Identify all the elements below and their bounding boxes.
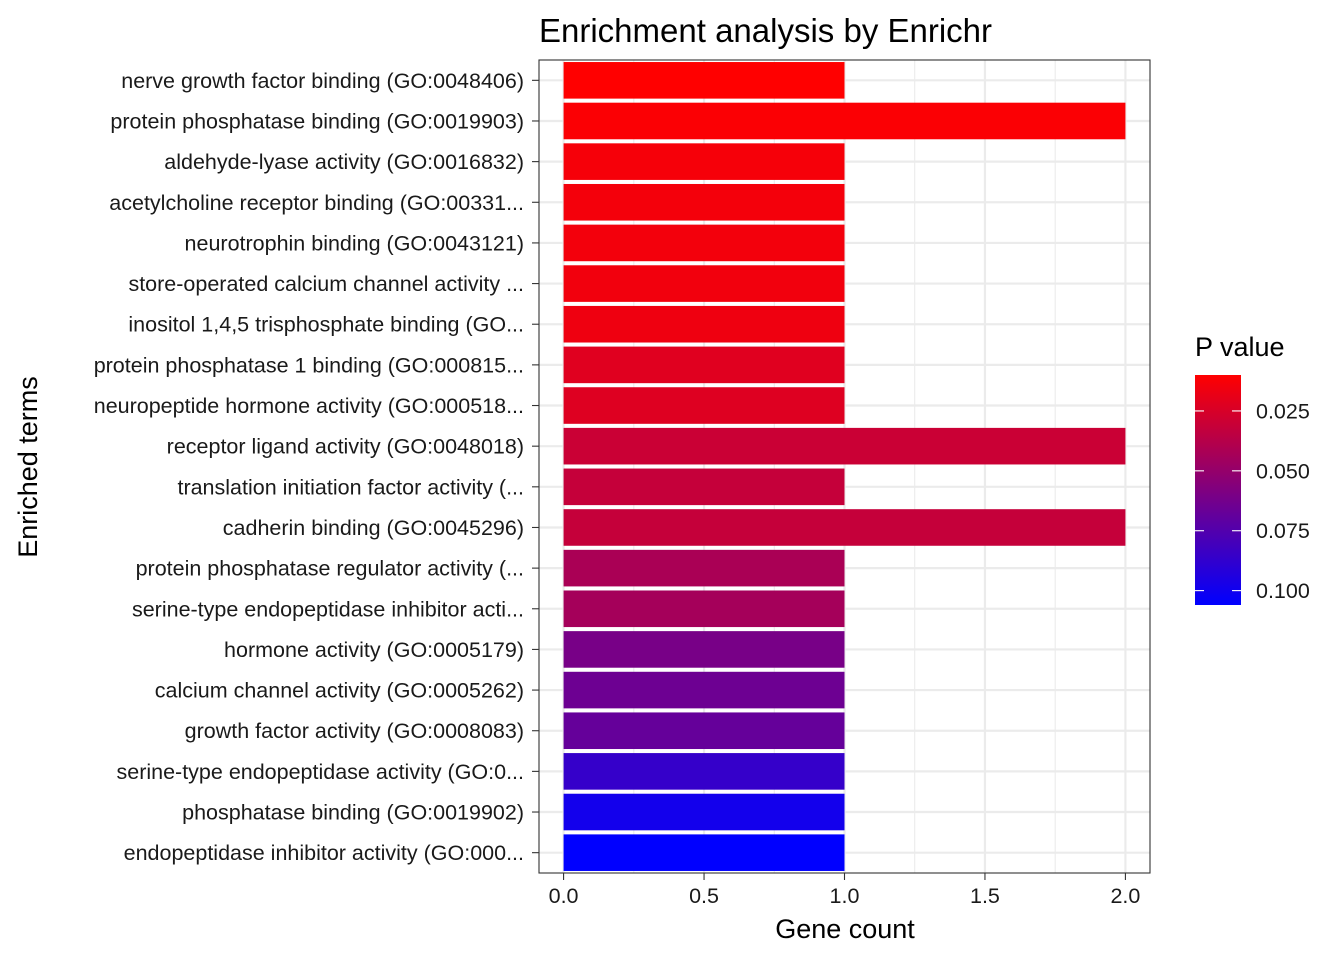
- y-tick-label: growth factor activity (GO:0008083): [185, 719, 524, 743]
- y-axis-title: Enriched terms: [13, 376, 43, 558]
- x-tick-label: 2.0: [1110, 884, 1140, 908]
- x-tick-label: 0.5: [689, 884, 719, 908]
- legend: P value 0.025 0.050 0.075 0.100: [1195, 332, 1310, 605]
- panel-border: [538, 59, 1151, 874]
- x-tick-label: 0.0: [549, 884, 579, 908]
- y-tick-label: nerve growth factor binding (GO:0048406): [121, 69, 524, 93]
- x-tick-label: 1.0: [830, 884, 860, 908]
- y-tick-label: store-operated calcium channel activity …: [128, 272, 524, 296]
- y-tick-label: serine-type endopeptidase activity (GO:0…: [116, 760, 524, 784]
- bar: [563, 753, 845, 790]
- legend-title: P value: [1195, 332, 1285, 362]
- x-tick-label: 1.5: [970, 884, 1000, 908]
- legend-tick-label: 0.050: [1256, 459, 1310, 483]
- y-tick-label: endopeptidase inhibitor activity (GO:000…: [124, 841, 524, 865]
- legend-tick-label: 0.075: [1256, 519, 1310, 543]
- bar: [563, 509, 1126, 546]
- bar: [563, 102, 1126, 140]
- bar: [563, 183, 845, 221]
- y-tick-label: neurotrophin binding (GO:0043121): [185, 231, 524, 255]
- y-tick-label: receptor ligand activity (GO:0048018): [167, 435, 524, 459]
- y-tick-label: acetylcholine receptor binding (GO:00331…: [109, 191, 524, 215]
- x-axis-title: Gene count: [775, 914, 915, 944]
- y-tick-label: neuropeptide hormone activity (GO:000518…: [94, 394, 524, 418]
- y-tick-label: protein phosphatase 1 binding (GO:000815…: [94, 353, 524, 377]
- y-tick-label: phosphatase binding (GO:0019902): [182, 801, 524, 825]
- bar: [563, 468, 845, 506]
- bar: [563, 62, 845, 99]
- legend-colorbar: [1195, 375, 1241, 605]
- y-tick-label: inositol 1,4,5 trisphosphate binding (GO…: [128, 313, 524, 337]
- bar: [563, 590, 845, 628]
- y-tick-label: translation initiation factor activity (…: [177, 475, 524, 499]
- bar: [563, 224, 845, 262]
- x-axis: 0.0 0.5 1.0 1.5 2.0: [549, 873, 1140, 908]
- bar: [563, 387, 845, 424]
- y-tick-label: protein phosphatase regulator activity (…: [136, 557, 524, 581]
- bar: [563, 712, 845, 750]
- y-tick-label: cadherin binding (GO:0045296): [223, 516, 524, 540]
- bar: [563, 265, 845, 302]
- y-tick-label: serine-type endopeptidase inhibitor acti…: [132, 597, 524, 621]
- grid-lines: [539, 60, 1150, 873]
- bar: [563, 793, 845, 831]
- y-tick-label: calcium channel activity (GO:0005262): [155, 679, 524, 703]
- bar: [563, 143, 845, 180]
- bar: [563, 671, 845, 709]
- legend-tick-label: 0.025: [1256, 399, 1310, 423]
- legend-tick-label: 0.100: [1256, 579, 1310, 603]
- chart-title: Enrichment analysis by Enrichr: [539, 12, 992, 49]
- bar: [563, 834, 845, 871]
- y-tick-label: hormone activity (GO:0005179): [224, 638, 524, 662]
- bar: [563, 427, 1126, 465]
- bar: [563, 346, 845, 384]
- bar: [563, 549, 845, 587]
- y-tick-label: aldehyde-lyase activity (GO:0016832): [164, 150, 524, 174]
- bar: [563, 631, 845, 668]
- bar: [563, 305, 845, 343]
- y-tick-label: protein phosphatase binding (GO:0019903): [110, 109, 524, 133]
- y-axis: nerve growth factor binding (GO:0048406)…: [94, 69, 539, 865]
- bars: [563, 62, 1126, 871]
